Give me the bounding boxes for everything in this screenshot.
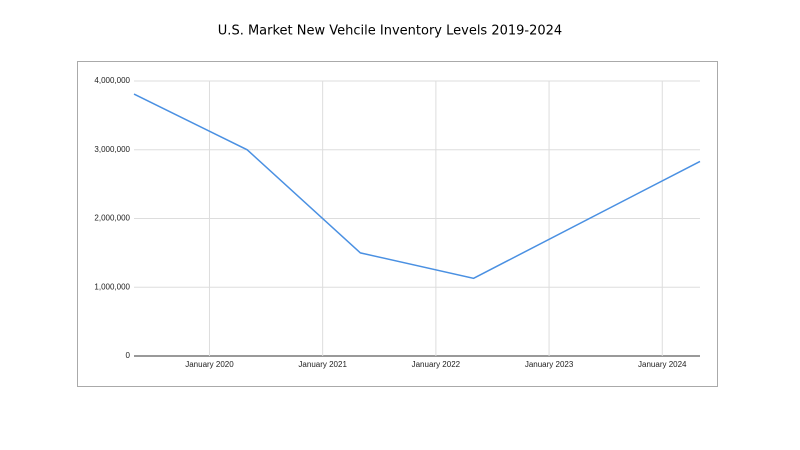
y-tick-label: 4,000,000 [94,76,130,85]
chart-title: U.S. Market New Vehcile Inventory Levels… [218,24,562,39]
y-tick-label: 0 [126,351,131,360]
y-tick-label: 3,000,000 [94,145,130,154]
y-tick-label: 1,000,000 [94,282,130,291]
x-tick-label: January 2022 [412,360,461,369]
data-line [133,93,701,280]
x-tick-label: January 2020 [185,360,234,369]
chart-frame [77,61,718,387]
y-tick-label: 2,000,000 [94,214,130,223]
x-tick-label: January 2024 [638,360,687,369]
x-tick-label: January 2023 [525,360,574,369]
x-tick-label: January 2021 [298,360,347,369]
